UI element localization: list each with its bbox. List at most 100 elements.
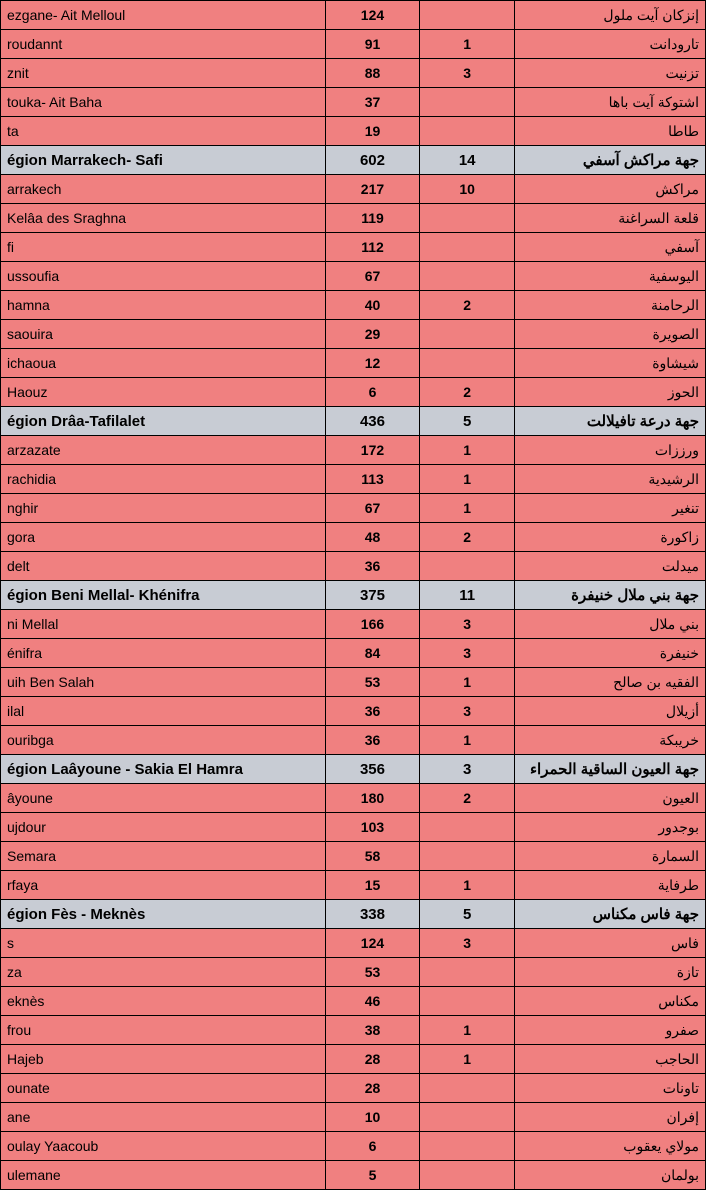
region-row: égion Laâyoune - Sakia El Hamra3563جهة ا…	[1, 755, 706, 784]
name-ar: تنغير	[515, 494, 706, 523]
name-ar: العيون	[515, 784, 706, 813]
name-ar: شيشاوة	[515, 349, 706, 378]
value-2: 2	[420, 523, 515, 552]
region-row: égion Marrakech- Safi60214جهة مراكش آسفي	[1, 146, 706, 175]
value-2: 5	[420, 900, 515, 929]
name-en: delt	[1, 552, 326, 581]
value-2: 2	[420, 784, 515, 813]
stats-table: ezgane- Ait Melloul124إنزكان آيت ملولrou…	[0, 0, 706, 1190]
name-en: ichaoua	[1, 349, 326, 378]
value-2: 1	[420, 726, 515, 755]
name-ar: ميدلت	[515, 552, 706, 581]
name-en: saouira	[1, 320, 326, 349]
value-2: 3	[420, 639, 515, 668]
value-1: 15	[325, 871, 420, 900]
value-2: 1	[420, 668, 515, 697]
data-row: ta19طاطا	[1, 117, 706, 146]
data-row: delt36ميدلت	[1, 552, 706, 581]
name-en: arzazate	[1, 436, 326, 465]
value-2	[420, 204, 515, 233]
value-1: 602	[325, 146, 420, 175]
data-row: fi112آسفي	[1, 233, 706, 262]
name-en: égion Drâa-Tafilalet	[1, 407, 326, 436]
value-2: 3	[420, 610, 515, 639]
name-en: Kelâa des Sraghna	[1, 204, 326, 233]
name-ar: صفرو	[515, 1016, 706, 1045]
data-row: roudannt911تارودانت	[1, 30, 706, 59]
region-row: égion Beni Mellal- Khénifra37511جهة بني …	[1, 581, 706, 610]
value-2: 2	[420, 291, 515, 320]
name-en: s	[1, 929, 326, 958]
value-1: 6	[325, 1132, 420, 1161]
value-1: 67	[325, 262, 420, 291]
name-ar: بوجدور	[515, 813, 706, 842]
value-2: 1	[420, 436, 515, 465]
value-1: 36	[325, 726, 420, 755]
name-en: ni Mellal	[1, 610, 326, 639]
name-ar: بولمان	[515, 1161, 706, 1190]
name-ar: مولاي يعقوب	[515, 1132, 706, 1161]
name-en: âyoune	[1, 784, 326, 813]
name-ar: إفران	[515, 1103, 706, 1132]
data-row: touka- Ait Baha37اشتوكة آيت باها	[1, 88, 706, 117]
data-row: rfaya151طرفاية	[1, 871, 706, 900]
data-row: ichaoua12 شيشاوة	[1, 349, 706, 378]
data-row: énifra843خنيفرة	[1, 639, 706, 668]
data-row: oulay Yaacoub6مولاي يعقوب	[1, 1132, 706, 1161]
value-2: 3	[420, 755, 515, 784]
data-row: saouira29الصويرة	[1, 320, 706, 349]
value-1: 180	[325, 784, 420, 813]
name-ar: الرشيدية	[515, 465, 706, 494]
name-ar: اشتوكة آيت باها	[515, 88, 706, 117]
value-1: 37	[325, 88, 420, 117]
value-2	[420, 233, 515, 262]
name-ar: ورززات	[515, 436, 706, 465]
value-1: 67	[325, 494, 420, 523]
value-1: 19	[325, 117, 420, 146]
name-ar: الصويرة	[515, 320, 706, 349]
value-2	[420, 813, 515, 842]
data-row: rachidia1131الرشيدية	[1, 465, 706, 494]
data-row: arrakech21710مراكش	[1, 175, 706, 204]
value-1: 53	[325, 958, 420, 987]
value-2: 14	[420, 146, 515, 175]
value-2: 1	[420, 1016, 515, 1045]
value-1: 48	[325, 523, 420, 552]
name-en: eknès	[1, 987, 326, 1016]
data-row: ussoufia67 اليوسفية	[1, 262, 706, 291]
value-1: 124	[325, 929, 420, 958]
name-en: ussoufia	[1, 262, 326, 291]
value-2: 1	[420, 465, 515, 494]
data-row: ilal363أزيلال	[1, 697, 706, 726]
value-1: 217	[325, 175, 420, 204]
value-2	[420, 1103, 515, 1132]
value-1: 12	[325, 349, 420, 378]
data-row: ulemane5بولمان	[1, 1161, 706, 1190]
name-en: égion Laâyoune - Sakia El Hamra	[1, 755, 326, 784]
value-1: 38	[325, 1016, 420, 1045]
name-en: rfaya	[1, 871, 326, 900]
value-1: 103	[325, 813, 420, 842]
value-2	[420, 552, 515, 581]
data-row: arzazate1721ورززات	[1, 436, 706, 465]
name-ar: طاطا	[515, 117, 706, 146]
name-en: Semara	[1, 842, 326, 871]
name-en: égion Marrakech- Safi	[1, 146, 326, 175]
name-ar: خريبكة	[515, 726, 706, 755]
name-ar: أزيلال	[515, 697, 706, 726]
name-ar: اليوسفية	[515, 262, 706, 291]
name-en: fi	[1, 233, 326, 262]
value-2	[420, 987, 515, 1016]
name-en: ounate	[1, 1074, 326, 1103]
data-row: eknès46مكناس	[1, 987, 706, 1016]
value-1: 46	[325, 987, 420, 1016]
name-en: ouribga	[1, 726, 326, 755]
data-row: hamna402الرحامنة	[1, 291, 706, 320]
value-1: 124	[325, 1, 420, 30]
data-row: s1243فاس	[1, 929, 706, 958]
data-row: Hajeb281الحاجب	[1, 1045, 706, 1074]
value-1: 166	[325, 610, 420, 639]
name-ar: تارودانت	[515, 30, 706, 59]
name-ar: جهة درعة تافيلالت	[515, 407, 706, 436]
value-2	[420, 842, 515, 871]
